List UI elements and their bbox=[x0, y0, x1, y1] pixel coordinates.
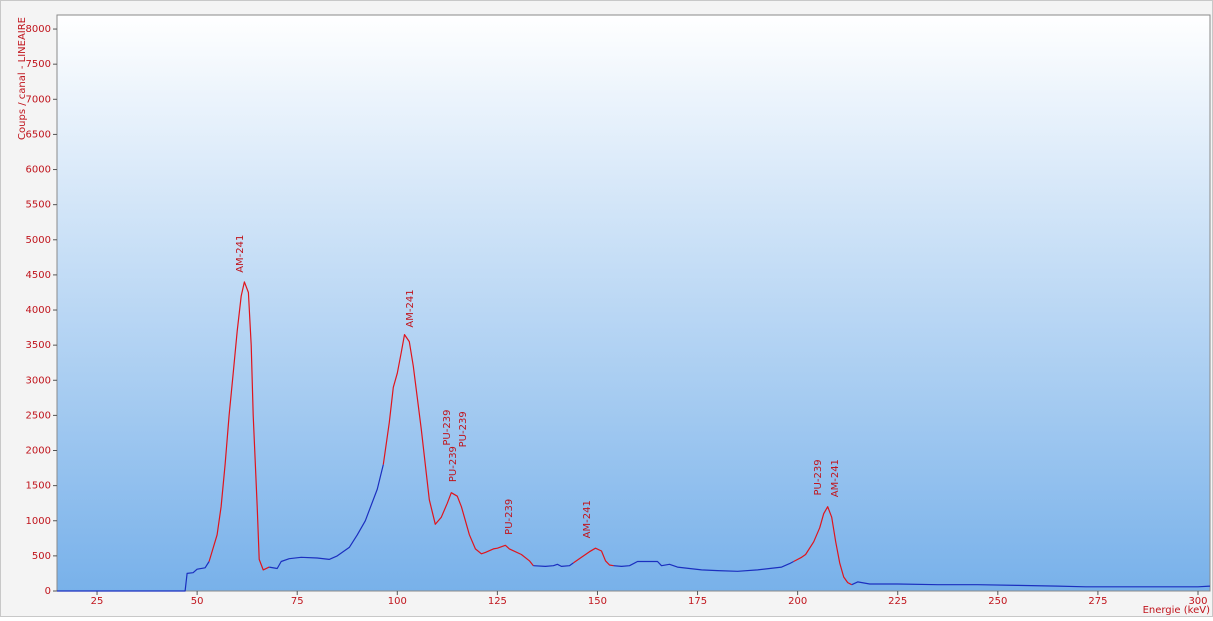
y-tick-label: 3500 bbox=[26, 340, 51, 351]
x-tick-label: 150 bbox=[588, 596, 607, 607]
spectrum-line bbox=[573, 547, 614, 567]
x-tick-label: 200 bbox=[788, 596, 807, 607]
y-axis-label: Coups / canal - LINEAIRE bbox=[17, 17, 28, 140]
y-tick-label: 0 bbox=[45, 586, 51, 597]
x-tick-label: 25 bbox=[91, 596, 104, 607]
x-tick-label: 50 bbox=[191, 596, 204, 607]
spectrum-line bbox=[208, 281, 270, 571]
y-tick-label: 2500 bbox=[26, 410, 51, 421]
peak-label: PU-239 bbox=[442, 410, 453, 446]
x-tick-label: 175 bbox=[688, 596, 707, 607]
y-tick-label: 500 bbox=[32, 551, 51, 562]
spectrum-line bbox=[382, 334, 534, 567]
peak-label: PU-239 bbox=[448, 446, 459, 482]
y-tick-label: 3000 bbox=[26, 375, 51, 386]
plot-area bbox=[56, 14, 1211, 592]
spectrum-line bbox=[57, 561, 210, 592]
peak-label: PU-239 bbox=[813, 459, 824, 495]
spectrum-line bbox=[269, 464, 384, 570]
y-tick-label: 5500 bbox=[26, 200, 51, 211]
peak-label: PU-239 bbox=[458, 411, 469, 447]
x-tick-label: 75 bbox=[291, 596, 304, 607]
x-tick-label: 250 bbox=[988, 596, 1007, 607]
x-tick-label: 300 bbox=[1188, 596, 1207, 607]
spectrum-line bbox=[533, 562, 574, 567]
y-tick-label: 4500 bbox=[26, 270, 51, 281]
peak-label: AM-241 bbox=[405, 289, 416, 327]
y-tick-label: 6000 bbox=[26, 165, 51, 176]
y-tick-label: 7500 bbox=[26, 59, 51, 70]
y-tick-label: 1000 bbox=[26, 516, 51, 527]
peak-label: PU-239 bbox=[504, 499, 515, 535]
y-tick-label: 8000 bbox=[26, 24, 51, 35]
peak-label: AM-241 bbox=[830, 459, 841, 497]
x-tick-label: 100 bbox=[388, 596, 407, 607]
peak-label: AM-241 bbox=[235, 235, 246, 273]
peak-label: AM-241 bbox=[582, 500, 593, 538]
y-tick-label: 7000 bbox=[26, 94, 51, 105]
x-axis-label: Energie (keV) bbox=[1143, 605, 1211, 616]
spectrum-line bbox=[851, 581, 1211, 588]
y-tick-label: 6500 bbox=[26, 129, 51, 140]
spectrum-line bbox=[793, 506, 852, 586]
x-tick-label: 225 bbox=[888, 596, 907, 607]
y-tick-label: 2000 bbox=[26, 446, 51, 457]
y-tick-label: 4000 bbox=[26, 305, 51, 316]
y-tick-label: 5000 bbox=[26, 235, 51, 246]
spectrum-line bbox=[613, 560, 794, 572]
x-tick-label: 125 bbox=[488, 596, 507, 607]
y-tick-label: 1500 bbox=[26, 481, 51, 492]
x-tick-label: 275 bbox=[1088, 596, 1107, 607]
